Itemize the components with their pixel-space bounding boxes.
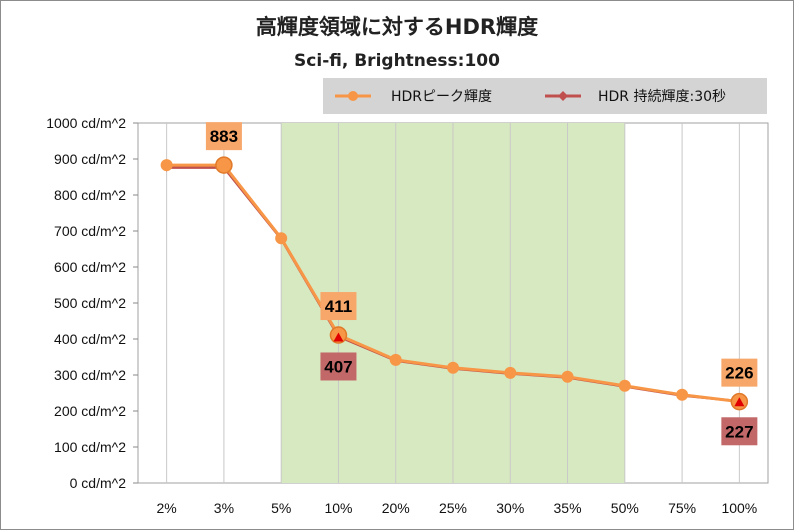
peak-point (676, 388, 689, 401)
x-tick-label: 3% (214, 500, 234, 516)
y-tick-label: 700 cd/m^2 (54, 223, 126, 239)
x-tick-label: 2% (157, 500, 177, 516)
y-tick-label: 400 cd/m^2 (54, 331, 126, 347)
data-label-box (205, 122, 242, 151)
x-tick-label: 25% (439, 500, 467, 516)
x-tick-label: 50% (611, 500, 639, 516)
y-tick-label: 200 cd/m^2 (54, 403, 126, 419)
data-label: 227 (725, 422, 753, 441)
data-label-box (721, 417, 758, 446)
y-tick-label: 1000 cd/m^2 (46, 115, 126, 131)
x-tick-label: 35% (554, 500, 582, 516)
y-tick-label: 300 cd/m^2 (54, 367, 126, 383)
x-tick-label: 100% (721, 500, 757, 516)
sustained-highlight-point (734, 397, 745, 407)
legend-marker-0 (348, 91, 358, 101)
legend-label-0: HDRピーク輝度 (391, 89, 492, 105)
x-tick-label: 20% (382, 500, 410, 516)
data-label-box (721, 358, 758, 387)
data-label: 883 (210, 127, 238, 146)
y-tick-label: 800 cd/m^2 (54, 187, 126, 203)
sustained-highlight-point (333, 332, 344, 342)
peak-point (561, 370, 574, 383)
peak-point (160, 159, 173, 172)
y-tick-label: 600 cd/m^2 (54, 259, 126, 275)
peak-point (215, 156, 233, 174)
data-label-box (320, 352, 357, 381)
y-tick-label: 500 cd/m^2 (54, 295, 126, 311)
y-tick-label: 900 cd/m^2 (54, 151, 126, 167)
peak-point (618, 379, 631, 392)
data-label: 226 (725, 364, 753, 383)
data-label: 411 (325, 297, 352, 316)
data-label-box (320, 292, 357, 321)
y-tick-label: 0 cd/m^2 (70, 475, 127, 491)
x-tick-label: 30% (496, 500, 524, 516)
data-label: 407 (324, 357, 352, 376)
peak-point (504, 366, 517, 379)
peak-point (275, 232, 288, 245)
x-tick-label: 75% (668, 500, 696, 516)
chart-subtitle: Sci-fi, Brightness:100 (294, 51, 500, 71)
y-tick-label: 100 cd/m^2 (54, 439, 126, 455)
legend-marker-1 (558, 91, 568, 101)
x-tick-label: 10% (324, 500, 352, 516)
chart-title: 高輝度領域に対するHDR輝度 (256, 15, 538, 39)
legend-label-1: HDR 持続輝度:30秒 (598, 88, 726, 105)
peak-point (447, 361, 459, 374)
x-tick-label: 5% (271, 500, 291, 516)
peak-point (389, 353, 402, 366)
